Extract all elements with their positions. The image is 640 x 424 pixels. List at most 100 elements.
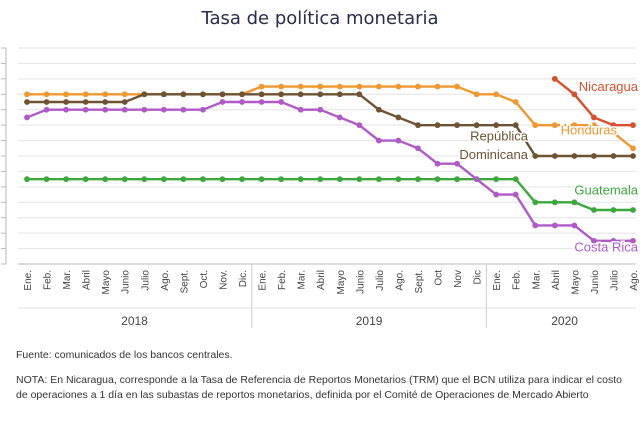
- data-point: [375, 106, 382, 113]
- series-label: Dominicana: [459, 147, 528, 162]
- data-point: [297, 106, 304, 113]
- data-point: [160, 176, 167, 183]
- year-label: 2020: [551, 314, 578, 328]
- x-tick-label: Feb.: [512, 270, 523, 290]
- x-tick-label: Mayo: [570, 270, 581, 295]
- data-point: [571, 153, 578, 159]
- data-point: [336, 83, 343, 90]
- data-point: [551, 222, 558, 229]
- series-line: [27, 93, 633, 158]
- data-point: [493, 122, 500, 129]
- data-point: [278, 176, 285, 183]
- x-tick-label: Mar.: [297, 270, 308, 289]
- x-tick-label: Oct.: [199, 270, 210, 288]
- data-point: [63, 91, 69, 98]
- data-point: [415, 145, 421, 152]
- x-tick-label: Mayo: [101, 270, 112, 295]
- data-point: [278, 83, 285, 90]
- data-point: [43, 176, 50, 183]
- series-line: [27, 177, 633, 212]
- data-point: [630, 237, 636, 244]
- data-point: [219, 91, 226, 98]
- series-label: Costa Rica: [574, 240, 638, 255]
- data-point: [610, 207, 617, 213]
- data-point: [571, 122, 578, 129]
- x-tick-label: Feb.: [277, 270, 288, 290]
- data-point: [512, 99, 519, 105]
- data-point: [121, 106, 128, 113]
- year-label: 2018: [121, 314, 148, 328]
- data-point: [532, 153, 539, 159]
- data-point: [591, 207, 597, 213]
- data-point: [258, 91, 265, 98]
- data-point: [24, 91, 30, 98]
- x-tick-label: Ene.: [492, 270, 503, 291]
- data-point: [493, 176, 500, 183]
- data-point: [63, 176, 69, 183]
- data-point: [415, 83, 421, 90]
- data-point: [395, 137, 402, 144]
- data-point: [121, 99, 128, 105]
- data-point: [571, 199, 578, 206]
- data-point: [43, 91, 50, 98]
- data-point: [200, 176, 206, 183]
- x-tick-label: Julio: [375, 270, 386, 291]
- data-point: [375, 176, 382, 183]
- data-point: [317, 91, 324, 98]
- data-point: [434, 83, 441, 90]
- data-point: [356, 83, 363, 90]
- data-point: [610, 129, 617, 136]
- data-point: [473, 91, 480, 98]
- x-tick-label: Ago.: [394, 270, 405, 291]
- data-point: [141, 176, 148, 183]
- x-tick-label: Nov: [453, 270, 464, 288]
- data-point: [356, 122, 363, 129]
- data-point: [395, 114, 402, 121]
- data-point: [317, 106, 324, 113]
- data-point: [512, 122, 519, 129]
- data-point: [591, 153, 597, 159]
- x-tick-label: Junio: [355, 270, 366, 294]
- x-tick-label: Nov.: [218, 270, 229, 290]
- data-point: [24, 176, 30, 183]
- data-point: [219, 99, 226, 105]
- series-label: Nicaragua: [579, 79, 639, 94]
- data-point: [239, 99, 245, 105]
- x-tick-label: Dic: [473, 270, 484, 284]
- data-point: [278, 91, 285, 98]
- data-point: [43, 106, 50, 113]
- x-tick-label: Ene.: [23, 270, 34, 291]
- data-point: [297, 176, 304, 183]
- data-point: [512, 191, 519, 198]
- data-point: [551, 122, 558, 129]
- data-point: [297, 83, 304, 90]
- data-point: [336, 91, 343, 98]
- data-point: [356, 91, 363, 98]
- data-point: [454, 160, 460, 167]
- data-point: [278, 99, 285, 105]
- data-point: [102, 91, 109, 98]
- series-line: [26, 100, 633, 243]
- data-point: [24, 114, 30, 121]
- data-point: [160, 91, 167, 98]
- x-tick-label: Mar.: [531, 270, 542, 289]
- x-tick-label: Mayo: [336, 270, 347, 295]
- data-point: [571, 222, 578, 229]
- data-point: [454, 122, 460, 129]
- data-point: [630, 153, 636, 159]
- data-point: [551, 153, 558, 159]
- series-guatemala: [24, 176, 636, 213]
- x-tick-label: Ago.: [629, 270, 640, 291]
- x-tick-label: Oct: [434, 270, 445, 286]
- data-point: [239, 176, 245, 183]
- x-tick-label: Julio: [609, 270, 620, 291]
- series-line: [27, 85, 634, 150]
- data-point: [200, 106, 206, 113]
- data-point: [43, 99, 50, 105]
- data-point: [493, 191, 500, 198]
- data-point: [630, 122, 636, 129]
- data-point: [317, 83, 324, 90]
- footnote: NOTA: En Nicaragua, corresponde a la Tas…: [16, 374, 622, 401]
- data-point: [317, 176, 324, 183]
- series-nicaragua: [551, 75, 636, 129]
